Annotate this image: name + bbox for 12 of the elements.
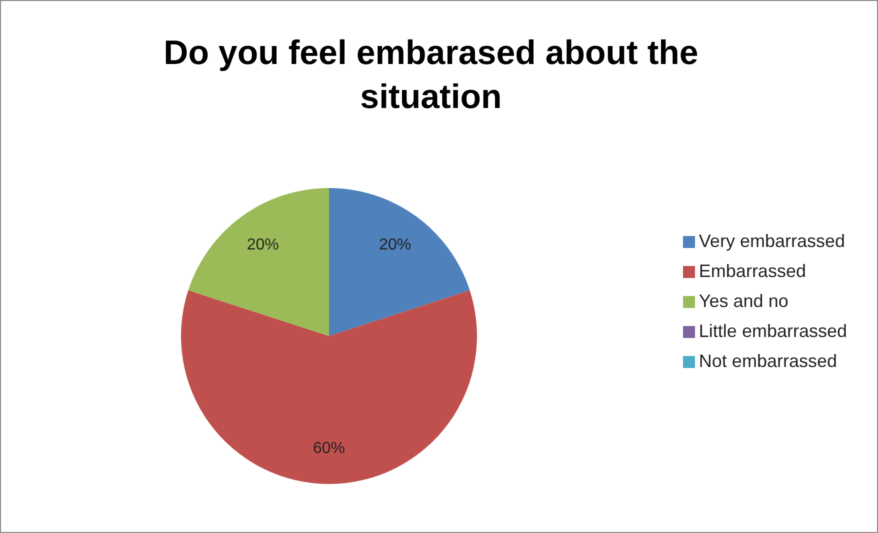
pie-slice [188, 188, 329, 336]
pie-slice [329, 188, 470, 336]
legend-label: Yes and no [698, 291, 788, 311]
legend-label: Embarrassed [698, 261, 806, 281]
legend-label: Little embarrassed [698, 321, 847, 341]
legend-label: Very embarrassed [698, 231, 845, 251]
data-label: 20% [246, 236, 279, 254]
legend-label: Not embarrassed [698, 351, 837, 371]
pie-slice [181, 290, 477, 484]
data-label: 20% [379, 236, 412, 254]
data-label: 60% [312, 440, 346, 457]
chart-title: Do you feel embarased about the situation [162, 33, 700, 118]
